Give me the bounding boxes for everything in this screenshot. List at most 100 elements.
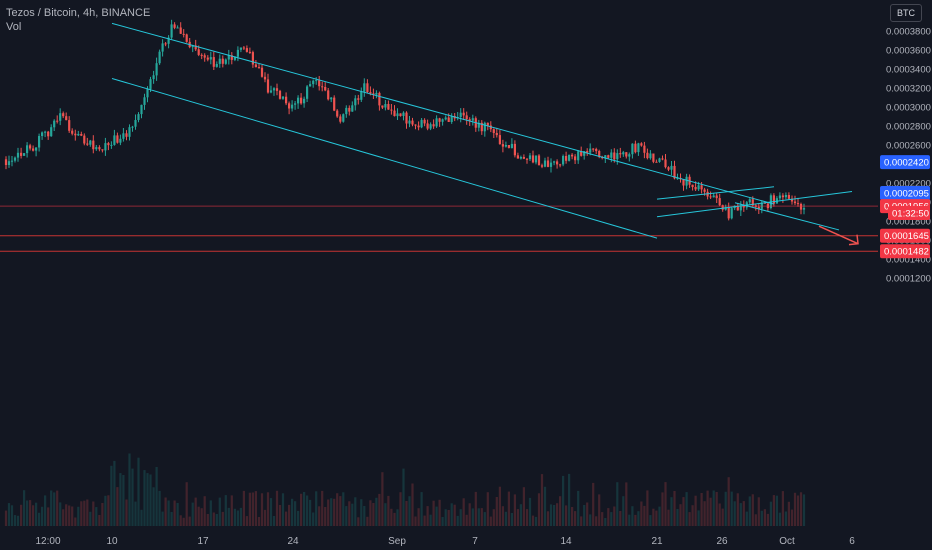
volume-bar [477, 508, 480, 526]
candle-body [155, 63, 158, 76]
projection-arrow[interactable] [818, 225, 859, 246]
volume-bar [161, 511, 164, 526]
rising-wedge-upper[interactable] [656, 186, 775, 200]
volume-bar [342, 492, 345, 526]
candle [366, 79, 369, 94]
candle-body [300, 97, 303, 104]
volume-bar [131, 468, 134, 526]
candle-body [438, 118, 441, 122]
descending-channel-lower-extension[interactable] [734, 202, 840, 231]
candle-body [796, 203, 800, 205]
candle-body [646, 152, 649, 159]
time-axis[interactable]: 12:00 10 17 24 Sep 7 14 21 26 Oct 6 [0, 526, 932, 550]
volume-bar [312, 512, 315, 526]
volume-bar [101, 503, 104, 526]
volume-bar [610, 512, 613, 526]
candle [303, 96, 306, 108]
candle [354, 95, 357, 111]
candle [254, 60, 257, 68]
volume-bar [453, 504, 456, 526]
candle-body [77, 134, 80, 136]
candle-body [628, 154, 631, 157]
candle [441, 118, 444, 126]
volume-bar [498, 486, 501, 526]
volume-bar [787, 501, 790, 526]
candle-body [411, 120, 414, 125]
candle-body [423, 119, 426, 124]
symbol-title[interactable]: Tezos / Bitcoin, 4h, BINANCE [6, 7, 151, 19]
candle [793, 195, 797, 206]
candle-body [471, 118, 474, 121]
volume-bar [89, 511, 92, 526]
candle-body [691, 184, 694, 187]
volume-bar [742, 501, 745, 526]
volume-bar [426, 506, 429, 526]
volume-bar [540, 474, 544, 526]
currency-button[interactable]: BTC [890, 4, 922, 22]
volume-bar [601, 512, 604, 526]
volume-bar [149, 474, 152, 526]
candle-body [351, 105, 354, 112]
volume-bar [802, 494, 806, 526]
volume-bar [700, 493, 703, 526]
volume-label[interactable]: Vol [6, 21, 22, 33]
candle [137, 112, 140, 123]
price-tick-label: 0.0001200 [886, 274, 931, 285]
candle-body [327, 90, 330, 100]
candle [390, 104, 393, 115]
candle [715, 192, 718, 203]
descending-channel-lower[interactable] [111, 78, 658, 239]
volume-bar [462, 498, 465, 526]
rising-wedge-lower[interactable] [656, 191, 853, 218]
candle [224, 58, 227, 65]
candle [110, 141, 113, 149]
volume-bar [757, 497, 760, 526]
volume-bar [26, 500, 29, 526]
volume-bar [736, 493, 739, 526]
volume-bar [80, 501, 83, 526]
candle [727, 202, 730, 221]
drawings[interactable] [111, 22, 859, 246]
candle [297, 95, 300, 109]
volume-bar [10, 505, 14, 526]
candle [622, 150, 625, 157]
candle [676, 173, 679, 180]
candle-body [504, 145, 507, 147]
volume-bar [272, 516, 276, 526]
candle-body [772, 195, 775, 204]
volume-bar [402, 468, 405, 526]
volume-bar [784, 511, 787, 526]
candle-body [324, 87, 327, 91]
volume-bar [194, 497, 197, 526]
candle-body [336, 110, 339, 117]
candle [194, 39, 197, 51]
candle [288, 101, 291, 115]
candle-body [793, 201, 797, 204]
volume-bar [796, 495, 800, 526]
candle-body [86, 143, 89, 145]
candle-body [592, 148, 595, 150]
volume-bar [411, 483, 414, 526]
volume-bar [546, 511, 550, 526]
candle-body [248, 51, 251, 53]
candle-body [492, 129, 495, 133]
volume-bar [56, 490, 59, 526]
candle [625, 152, 628, 159]
candle [673, 160, 676, 180]
descending-channel-upper[interactable] [111, 22, 775, 205]
candle [664, 154, 667, 169]
candle [206, 55, 209, 62]
candle-body [790, 198, 794, 202]
candle [306, 85, 309, 102]
price-axis[interactable]: 0.0003800 0.0003600 0.0003400 0.0003200 0.00… [878, 0, 932, 550]
volume-bar [661, 492, 664, 526]
volume-bar [179, 515, 182, 526]
candle-body [56, 120, 59, 122]
candle [546, 156, 550, 168]
candle-body [607, 155, 610, 158]
candle [113, 129, 116, 146]
candle-body [134, 120, 137, 127]
candle-body [285, 96, 288, 104]
candle-body [309, 84, 312, 87]
